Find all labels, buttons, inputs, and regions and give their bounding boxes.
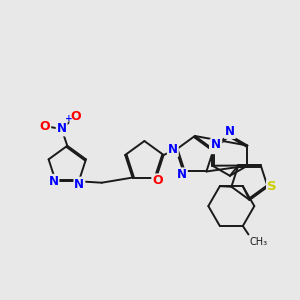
Text: N: N [225, 125, 235, 138]
Text: O: O [40, 120, 50, 133]
Text: N: N [57, 122, 67, 136]
Text: +: + [65, 114, 73, 123]
Text: N: N [212, 138, 221, 151]
Text: S: S [267, 180, 277, 193]
Text: N: N [210, 140, 220, 153]
Text: CH₃: CH₃ [250, 237, 268, 247]
Text: N: N [168, 143, 178, 156]
Text: O: O [70, 110, 81, 123]
Text: N: N [49, 175, 58, 188]
Text: N: N [74, 178, 84, 190]
Text: O: O [152, 174, 163, 188]
Text: N: N [177, 168, 187, 182]
